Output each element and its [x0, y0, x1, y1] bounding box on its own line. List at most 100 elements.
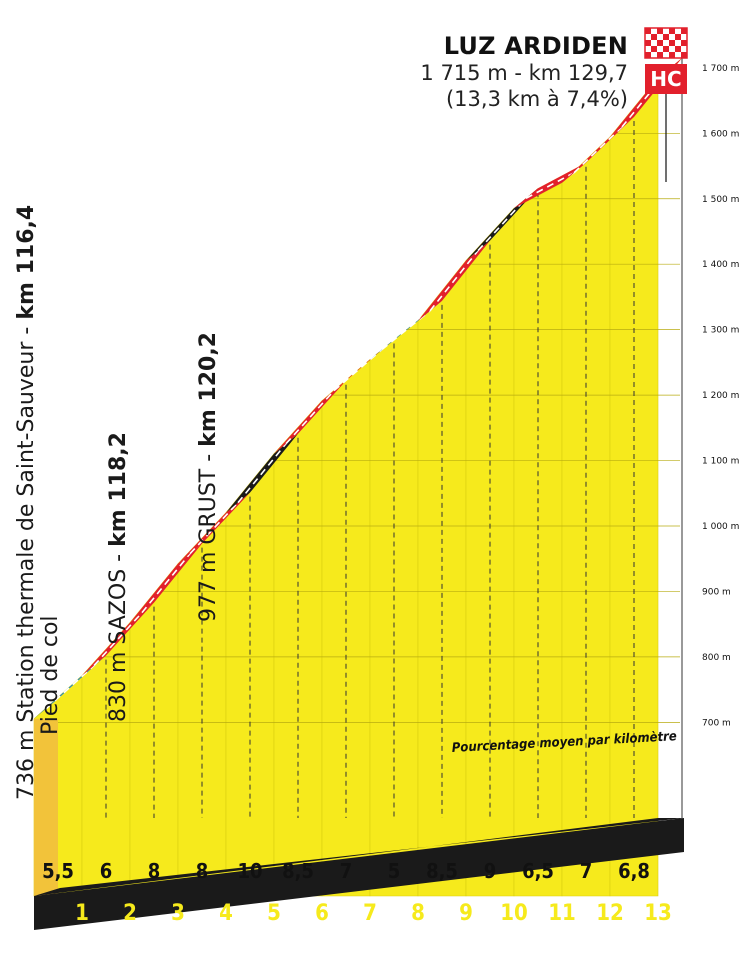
flag-square — [681, 52, 687, 58]
waypoint-start-km: km 116,4 — [14, 204, 39, 320]
waypoint-start-note: Pied de col — [38, 615, 63, 735]
flag-square — [681, 28, 687, 34]
altitude-tick-label: 1 200 m — [702, 391, 739, 401]
grade-label-km-7: 7 — [340, 859, 353, 883]
flag-square — [675, 34, 681, 40]
flag-square — [645, 34, 651, 40]
front-panel-5 — [225, 452, 275, 897]
checkered-flag-icon — [644, 27, 688, 59]
altitude-tick-label: 1 100 m — [702, 457, 739, 467]
altitude-tick-label: 1 000 m — [702, 522, 739, 532]
road-segment-10 — [466, 188, 538, 261]
summit-altitude-km: 1 715 m - km 129,7 — [420, 61, 628, 85]
flag-square — [657, 46, 663, 52]
front-panel-3 — [129, 562, 179, 897]
grade-label-km-11: 6,5 — [522, 859, 554, 883]
profile-base — [34, 818, 684, 930]
grade-label-km-10: 9 — [484, 859, 497, 883]
flag-square — [651, 52, 657, 58]
grade-label-km-13: 6,8 — [618, 859, 650, 883]
altitude-tick-label: 1 400 m — [702, 260, 739, 270]
road-segment-2 — [82, 602, 154, 676]
road-segment-1 — [34, 655, 106, 719]
flag-square — [645, 28, 651, 34]
km-marker-12: 12 — [596, 901, 624, 926]
road-segment-12 — [562, 116, 634, 183]
altitude-tick-label: 700 m — [702, 718, 731, 728]
grade-label-km-5: 10 — [237, 859, 262, 883]
altitude-tick-label: 1 300 m — [702, 326, 739, 336]
waypoint-sazos-km: km 118,2 — [106, 432, 131, 547]
km-marker-11: 11 — [548, 901, 576, 926]
flag-border — [644, 27, 688, 59]
km-marker-5: 5 — [267, 901, 281, 926]
flag-square — [675, 52, 681, 58]
altitude-tick-label: 1 600 m — [702, 129, 739, 139]
flag-square — [675, 46, 681, 52]
waypoint-grust-km: km 120,2 — [196, 332, 221, 447]
grade-label-km-6: 8,5 — [282, 859, 314, 883]
grade-label-km-1: 5,5 — [42, 859, 74, 883]
road-segment-6 — [274, 380, 346, 454]
flag-square — [645, 40, 651, 46]
flag-square — [663, 46, 669, 52]
flag-square — [675, 28, 681, 34]
flag-square — [663, 28, 669, 34]
road-centerline-9 — [429, 250, 479, 312]
summit-name: LUZ ARDIDEN — [443, 32, 628, 60]
waypoint-start-sublabel: Pied de col — [38, 615, 63, 735]
flag-square — [669, 40, 675, 46]
flag-square — [651, 34, 657, 40]
km-marker-1: 1 — [75, 901, 89, 926]
waypoint-sazos-name: 830 m SAZOS - — [106, 546, 131, 722]
waypoint-start-name: 736 m Station thermale de Saint-Sauveur … — [14, 319, 39, 800]
grade-label-km-12: 7 — [580, 859, 593, 883]
altitude-axis: 700 m 800 m 900 m 1 000 m 1 100 m 1 200 m 1 30… — [702, 64, 739, 728]
road-centerline-1 — [45, 664, 95, 710]
road-segment-7 — [322, 339, 394, 401]
waypoint-grust-name: 977 m GRUST - — [196, 446, 221, 622]
altitude-tick-label: 900 m — [702, 587, 731, 597]
flag-square — [657, 28, 663, 34]
altitude-tick-label: 1 500 m — [702, 195, 739, 205]
waypoint-sazos-label: 830 m SAZOS - km 118,2 — [106, 432, 131, 722]
road-centerline-7 — [333, 348, 383, 392]
altitude-tick-label: 800 m — [702, 653, 731, 663]
flag-square — [669, 52, 675, 58]
road-segment-4 — [178, 492, 250, 564]
flag-square — [681, 46, 687, 52]
flag-square — [663, 34, 669, 40]
waypoint-grust-label: 977 m GRUST - km 120,2 — [196, 332, 221, 622]
grade-label-km-8: 5 — [388, 859, 401, 883]
flag-square — [645, 46, 651, 52]
summit-flag: HC — [644, 27, 688, 182]
grade-label-km-3: 8 — [148, 859, 161, 883]
flag-square — [681, 34, 687, 40]
km-marker-2: 2 — [123, 901, 137, 926]
grade-label-km-9: 8,5 — [426, 859, 458, 883]
km-marker-9: 9 — [459, 901, 473, 926]
road-centerline-3 — [141, 553, 191, 614]
km-marker-4: 4 — [219, 901, 233, 926]
profile-road-ribbon — [34, 58, 682, 719]
grade-label-km-4: 8 — [196, 859, 209, 883]
road-centerline-11 — [525, 172, 575, 199]
hc-flag — [645, 64, 687, 94]
km-marker-13: 13 — [644, 901, 672, 926]
flag-square — [669, 34, 675, 40]
flag-square — [645, 52, 651, 58]
flag-square — [651, 40, 657, 46]
front-start-block — [34, 718, 58, 896]
flag-square — [657, 40, 663, 46]
flag-square — [663, 52, 669, 58]
grade-label-km-2: 6 — [100, 859, 113, 883]
flag-square — [657, 52, 663, 58]
road-centerline-5 — [237, 443, 287, 504]
waypoint-start-label: 736 m Station thermale de Saint-Sauveur … — [14, 204, 39, 800]
flag-square — [675, 40, 681, 46]
km-marker-7: 7 — [363, 901, 377, 926]
flag-square — [663, 40, 669, 46]
flag-square — [651, 28, 657, 34]
km-marker-10: 10 — [500, 901, 528, 926]
